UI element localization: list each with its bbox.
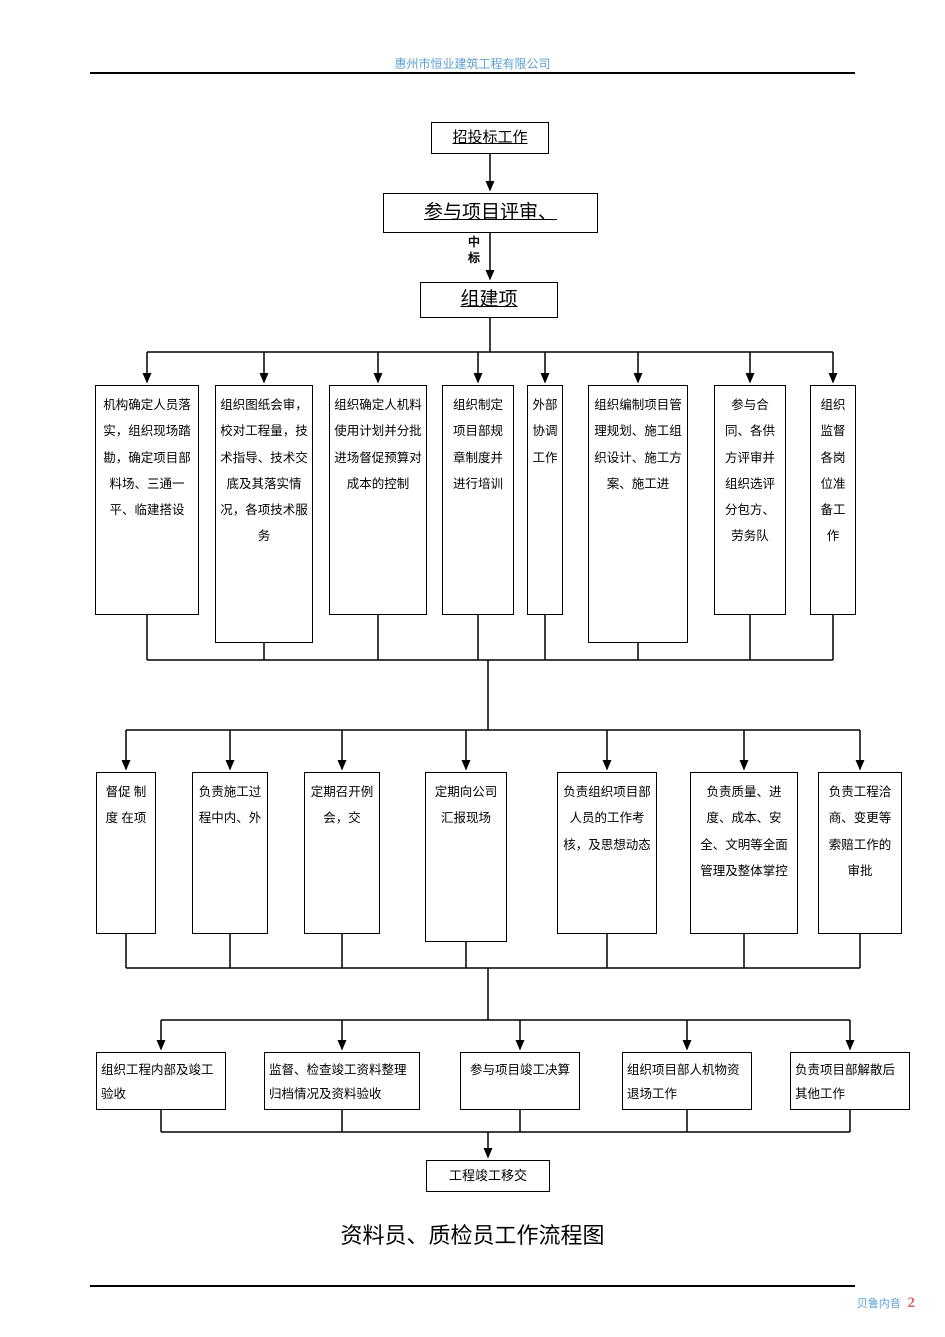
row1-box-7: 参与合同、各供方评审并组织选评分包方、劳务队 [714, 385, 786, 615]
header-rule [90, 72, 855, 74]
row3-box-2: 监督、检查竣工资料整理归档情况及资料验收 [264, 1052, 420, 1110]
row2-box-2: 负责施工过程中内、外 [192, 772, 268, 934]
footer-rule [90, 1285, 855, 1287]
row1-box-5: 外部协调工作 [527, 385, 563, 615]
row3-box-1: 组织工程内部及竣工验收 [96, 1052, 226, 1110]
row1-box-4: 组织制定项目部规章制度并进行培训 [442, 385, 514, 615]
node-review-label: 参与项目评审、 [424, 195, 557, 231]
row3-box-5: 负责项目部解散后其他工作 [790, 1052, 910, 1110]
footer-label: 贝鲁内音 [857, 1298, 901, 1310]
row2-box-7: 负责工程洽商、变更等索赔工作的审批 [818, 772, 902, 934]
row3-box-4: 组织项目部人机物资退场工作 [622, 1052, 752, 1110]
row1-box-3: 组织确定人机料使用计划并分批进场督促预算对成本的控制 [329, 385, 427, 615]
node-review: 参与项目评审、 [383, 193, 598, 233]
row2-box-3: 定期召开例会，交 [304, 772, 380, 934]
row1-box-6: 组织编制项目管理规划、施工组织设计、施工方案、施工进 [588, 385, 688, 643]
node-build-team: 组建项 [420, 282, 558, 318]
node-bidding: 招投标工作 [431, 122, 549, 154]
page-title: 资料员、质检员工作流程图 [0, 1218, 945, 1250]
footer: 贝鲁内音 2 [857, 1295, 915, 1312]
row2-box-6: 负责质量、进度、成本、安全、文明等全面管理及整体掌控 [690, 772, 798, 934]
row3-box-3: 参与项目竣工决算 [460, 1052, 580, 1110]
row2-box-1: 督促 制度 在项 [96, 772, 156, 934]
row1-box-1: 机构确定人员落实，组织现场踏勘，确定项目部料场、三通一平、临建搭设 [95, 385, 199, 615]
row1-box-2: 组织图纸会审，校对工程量，技术指导、技术交底及其落实情况，各项技术服务 [215, 385, 313, 643]
row1-box-8: 组织监督各岗位准备工作 [810, 385, 856, 615]
header-company: 惠州市恒业建筑工程有限公司 [0, 55, 945, 72]
page-number: 2 [908, 1295, 916, 1311]
node-handover: 工程竣工移交 [426, 1160, 550, 1192]
row2-box-4: 定期向公司汇报现场 [425, 772, 507, 942]
row2-box-5: 负责组织项目部人员的工作考核，及思想动态 [557, 772, 657, 934]
arrow-label-win: 中标 [464, 235, 484, 266]
